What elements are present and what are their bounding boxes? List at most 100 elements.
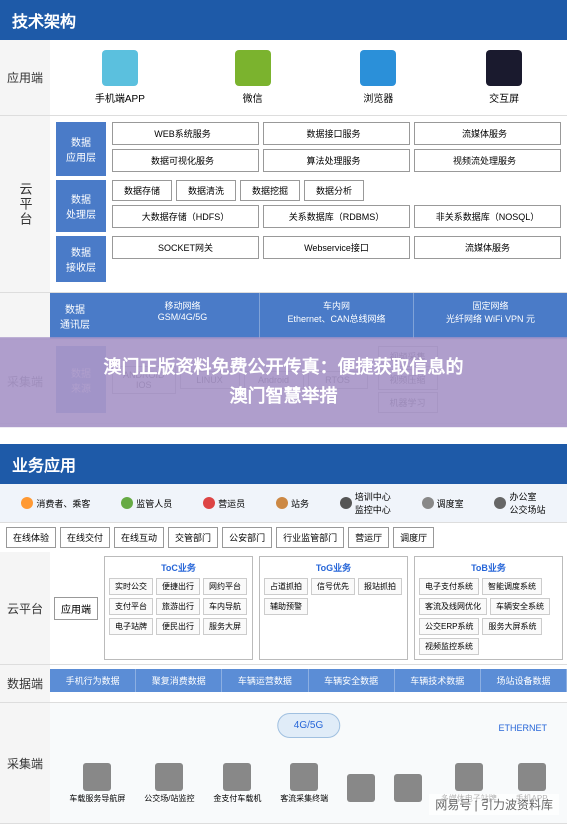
device-icon <box>155 763 183 791</box>
device-item: 车载服务导航屏 <box>69 763 125 804</box>
biz-col-header: ToC业务 <box>109 561 248 574</box>
biz-top-chip: 在线体验 <box>6 527 56 548</box>
device-label: 车载服务导航屏 <box>69 793 125 804</box>
collect2-section: 采集端 4G/5G ETHERNET 车载服务导航屏公交场/站监控金支付车载机客… <box>0 703 567 824</box>
role-item: 培训中心 监控中心 <box>340 490 391 516</box>
role-icon <box>121 497 133 509</box>
layer-tag: 数据 接收层 <box>56 236 106 282</box>
service-box: 大数据存储（HDFS） <box>112 205 259 228</box>
biz-item: 实时公交 <box>109 578 153 595</box>
app-item: 微信 <box>235 50 271 105</box>
app-icon <box>360 50 396 86</box>
device-icon <box>290 763 318 791</box>
collector-overlay-wrap: 采集端 数据 来源 ANDROID IOSLINUXAndroidRTOS视频采… <box>0 340 567 424</box>
service-box: 流媒体服务 <box>414 122 561 145</box>
biz-item: 客流及线网优化 <box>419 598 487 615</box>
biz-top-chip: 交管部门 <box>168 527 218 548</box>
cloud-layer: 数据 应用层WEB系统服务数据接口服务流媒体服务数据可视化服务算法处理服务视频流… <box>56 122 561 176</box>
device-icon <box>394 774 422 802</box>
biz-item: 电子支付系统 <box>419 578 479 595</box>
biz-top-chip: 在线交付 <box>60 527 110 548</box>
app-icon <box>235 50 271 86</box>
device-item: 公交场/站监控 <box>144 763 194 804</box>
biz-cloud-label: 云平台 <box>0 552 50 664</box>
biz-item: 服务大屏 <box>203 618 247 635</box>
biz-column: ToC业务实时公交便捷出行网约平台支付平台旅游出行车内导航电子站牌便民出行服务大… <box>104 556 253 660</box>
biz-cloud-section: 云平台 应用端 ToC业务实时公交便捷出行网约平台支付平台旅游出行车内导航电子站… <box>0 552 567 665</box>
biz-top-row: 在线体验在线交付在线互动交管部门公安部门行业监管部门营运厅调度厅 <box>0 523 567 552</box>
app-tier-section: 应用端 手机端APP 微信浏览器 交互屏 <box>0 40 567 116</box>
comm-tag: 数据 通讯层 <box>50 293 100 339</box>
tech-arch-header: 技术架构 <box>0 0 567 40</box>
service-box: 数据挖掘 <box>240 180 300 201</box>
device-label: 客流采集终端 <box>280 793 328 804</box>
biz-item: 报站抓拍 <box>358 578 402 595</box>
service-box: 数据分析 <box>304 180 364 201</box>
data-cell: 聚复消费数据 <box>136 669 222 692</box>
role-icon <box>203 497 215 509</box>
cloud-layer: 数据 处理层数据存储数据清洗数据挖掘数据分析大数据存储（HDFS）关系数据库（R… <box>56 180 561 232</box>
role-icon <box>340 497 352 509</box>
biz-item: 旅游出行 <box>156 598 200 615</box>
app-name: 交互屏 <box>486 90 522 105</box>
layer-tag: 数据 应用层 <box>56 122 106 176</box>
biz-item: 占道抓拍 <box>264 578 308 595</box>
biz-col-header: ToG业务 <box>264 561 403 574</box>
role-item: 消费者、乘客 <box>21 490 90 516</box>
app-icon <box>102 50 138 86</box>
service-box: 关系数据库（RDBMS） <box>263 205 410 228</box>
role-name: 办公室 公交场站 <box>509 490 545 516</box>
device-item <box>347 774 375 804</box>
app-item: 手机端APP <box>95 50 145 105</box>
device-icon <box>455 763 483 791</box>
device-item: 金支付车载机 <box>213 763 261 804</box>
biz-item: 便捷出行 <box>156 578 200 595</box>
comm-cell: 固定网络光纤网络 WiFi VPN 元 <box>414 293 567 339</box>
role-icon <box>422 497 434 509</box>
data-cell: 场站设备数据 <box>481 669 567 692</box>
device-label: 金支付车载机 <box>213 793 261 804</box>
role-item: 营运员 <box>203 490 245 516</box>
biz-item: 视频监控系统 <box>419 638 479 655</box>
role-name: 培训中心 监控中心 <box>355 490 391 516</box>
role-icon <box>276 497 288 509</box>
biz-item: 电子站牌 <box>109 618 153 635</box>
comm-cell: 移动网络GSM/4G/5G <box>106 293 260 339</box>
cloud-layer: 数据 接收层SOCKET网关Webservice接口流媒体服务 <box>56 236 561 282</box>
biz-top-chip: 营运厅 <box>348 527 389 548</box>
roles-row: 消费者、乘客监管人员营运员站务培训中心 监控中心调度室办公室 公交场站 <box>0 484 567 523</box>
biz-item: 车辆安全系统 <box>490 598 550 615</box>
app-name: 手机端APP <box>95 90 145 105</box>
service-box: 算法处理服务 <box>263 149 410 172</box>
role-name: 监管人员 <box>136 497 172 510</box>
service-box: 非关系数据库（NOSQL） <box>414 205 561 228</box>
biz-top-chip: 行业监管部门 <box>276 527 344 548</box>
biz-top-chip: 公安部门 <box>222 527 272 548</box>
biz-item: 便民出行 <box>156 618 200 635</box>
data-cell: 手机行为数据 <box>50 669 136 692</box>
role-icon <box>494 497 506 509</box>
watermark: 网易号 | 引力波资料库 <box>429 794 559 815</box>
app-name: 浏览器 <box>360 90 396 105</box>
device-icon <box>83 763 111 791</box>
service-box: 数据接口服务 <box>263 122 410 145</box>
biz-column: ToG业务占道抓拍信号优先报站抓拍辅助预警 <box>259 556 408 660</box>
role-item: 监管人员 <box>121 490 172 516</box>
biz-inner-label: 应用端 <box>54 597 98 620</box>
service-box: 数据清洗 <box>176 180 236 201</box>
biz-item: 服务大屏系统 <box>482 618 542 635</box>
role-name: 营运员 <box>218 497 245 510</box>
biz-column: ToB业务电子支付系统智能调度系统客流及线网优化车辆安全系统公交ERP系统服务大… <box>414 556 563 660</box>
service-box: 视频流处理服务 <box>414 149 561 172</box>
device-icon <box>223 763 251 791</box>
app-tier-label: 应用端 <box>0 40 50 115</box>
overlay-line2: 澳门智慧举措 <box>10 382 557 411</box>
role-name: 站务 <box>291 497 309 510</box>
device-icon <box>518 763 546 791</box>
overlay-line1: 澳门正版资料免费公开传真：便捷获取信息的 <box>10 353 557 382</box>
biz-item: 辅助预警 <box>264 598 308 615</box>
data-tier-section: 数据端 手机行为数据聚复消费数据车辆运营数据车辆安全数据车辆技术数据场站设备数据 <box>0 665 567 703</box>
biz-item: 智能调度系统 <box>482 578 542 595</box>
role-icon <box>21 497 33 509</box>
service-box: 流媒体服务 <box>414 236 561 259</box>
